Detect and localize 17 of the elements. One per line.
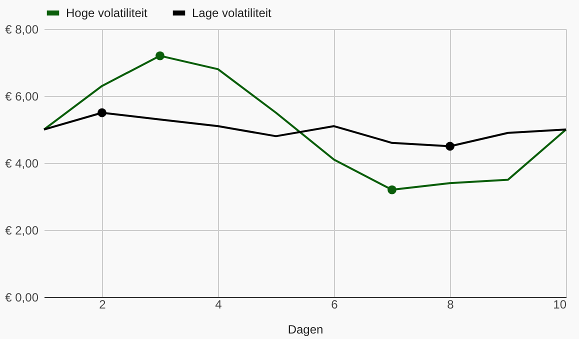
y-tick-label: € 0,00 — [5, 290, 39, 304]
x-tick-label: 4 — [215, 298, 222, 312]
legend-label: Hoge volatiliteit — [66, 6, 148, 20]
legend-label: Lage volatiliteit — [192, 6, 272, 20]
point — [388, 185, 396, 194]
x-axis-title: Dagen — [288, 322, 324, 336]
y-tick-label: € 2,00 — [5, 224, 39, 238]
point — [98, 108, 106, 118]
x-tick-label: 2 — [99, 298, 106, 312]
y-tick-label: € 4,00 — [5, 156, 39, 170]
y-tick-label: € 6,00 — [5, 90, 39, 104]
x-tick-label: 10 — [553, 298, 567, 312]
y-tick-label: € 8,00 — [5, 22, 39, 36]
x-tick-label: 6 — [331, 298, 338, 312]
point — [156, 51, 164, 60]
x-tick-label: 8 — [447, 298, 454, 312]
point — [446, 142, 454, 151]
